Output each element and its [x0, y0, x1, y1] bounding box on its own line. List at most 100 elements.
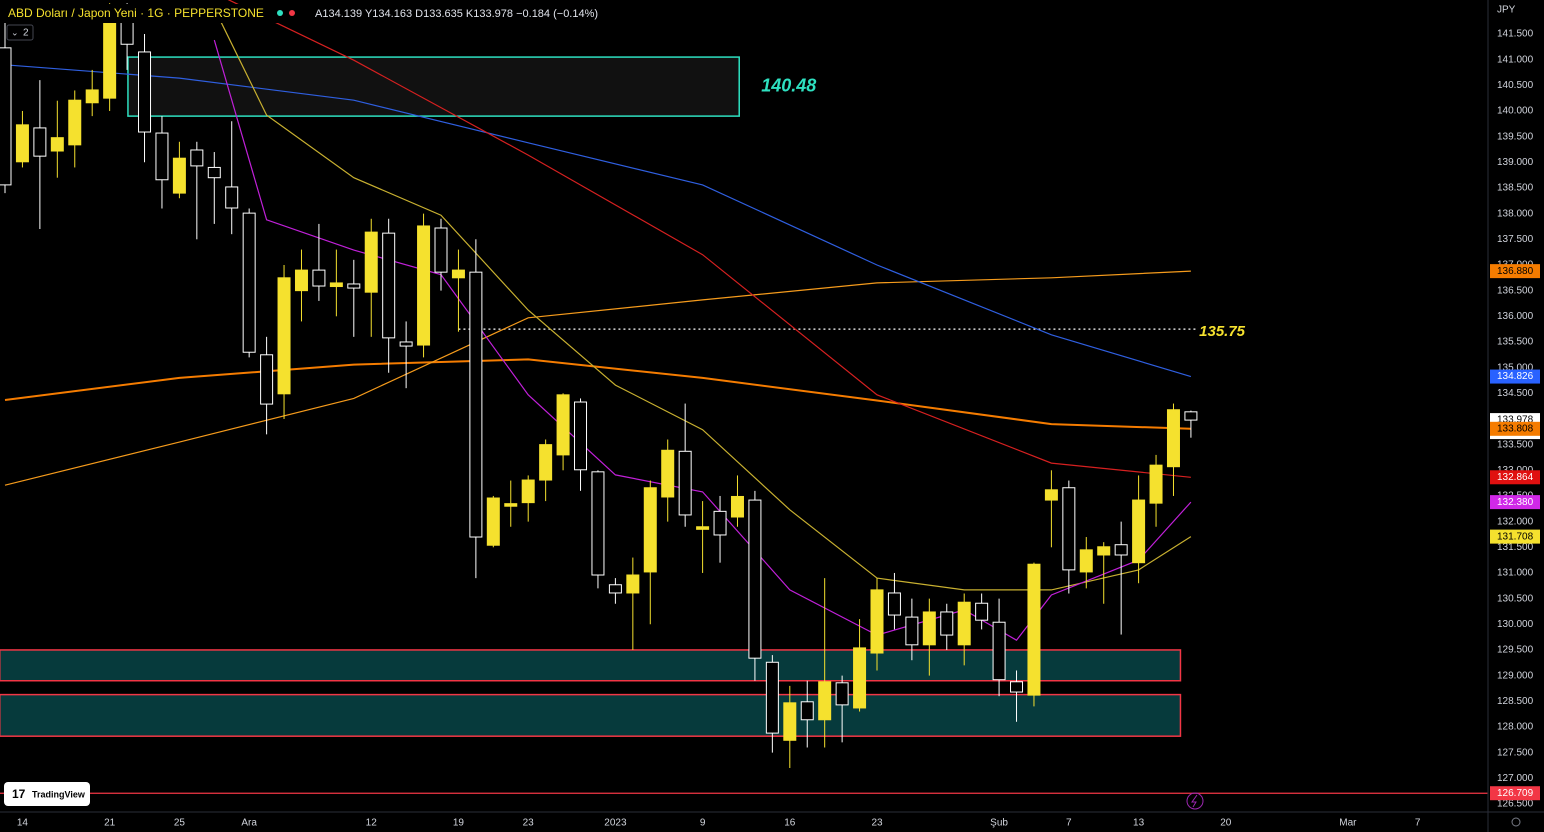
- moving-average: [4, 64, 1192, 378]
- y-tick-label: 136.000: [1497, 311, 1534, 322]
- y-tick-label: 129.000: [1497, 670, 1534, 681]
- candle-body: [870, 589, 884, 654]
- event-icon: [1191, 794, 1198, 808]
- candle-body: [1184, 411, 1198, 421]
- legend-item: A134.139: [315, 8, 362, 20]
- header: ABD Doları / Japon Yeni · 1G · PEPPERSTO…: [2, 4, 1516, 41]
- candle-body: [591, 471, 605, 576]
- logo-text: TradingView: [32, 789, 86, 799]
- settings-icon[interactable]: [1511, 817, 1521, 827]
- candle-body: [835, 682, 849, 706]
- y-tick-label: 127.000: [1497, 773, 1534, 784]
- candle-body: [138, 51, 152, 133]
- zone: [0, 693, 1182, 737]
- candle-body: [15, 124, 29, 163]
- y-tick-label: 139.000: [1497, 157, 1534, 168]
- candle-body: [172, 157, 186, 194]
- x-tick-label: Şub: [990, 818, 1008, 829]
- y-tick-label: 138.000: [1497, 208, 1534, 219]
- y-tick-label: 126.500: [1497, 799, 1534, 810]
- candle-body: [85, 89, 99, 104]
- price-label: 133.808: [1497, 423, 1534, 434]
- candle-body: [50, 137, 64, 152]
- toggle[interactable]: [277, 10, 283, 16]
- y-tick-label: 127.500: [1497, 747, 1534, 758]
- x-tick-label: 23: [871, 818, 883, 829]
- chevron: ⌄: [11, 27, 19, 37]
- y-tick-label: 131.500: [1497, 542, 1534, 553]
- candle-body: [574, 401, 588, 471]
- x-tick-label: 25: [174, 818, 186, 829]
- x-tick-label: 16: [784, 818, 796, 829]
- candle-body: [504, 503, 518, 507]
- candle-body: [155, 132, 169, 181]
- y-tick-label: 141.000: [1497, 54, 1534, 65]
- candle-body: [1149, 464, 1163, 504]
- candle-body: [608, 584, 622, 594]
- y-tick-label: 137.500: [1497, 234, 1534, 245]
- y-tick-label: 135.500: [1497, 337, 1534, 348]
- candle-body: [1166, 409, 1180, 468]
- candle-body: [294, 269, 308, 292]
- candle-body: [277, 277, 291, 395]
- y-tick-label: 139.500: [1497, 131, 1534, 142]
- symbol: ABD Doları / Japon Yeni · 1G · PEPPERSTO…: [8, 6, 264, 20]
- candle-body: [190, 149, 204, 167]
- candle-body: [0, 47, 12, 186]
- x-tick-label: 7: [1066, 818, 1072, 829]
- header-bg: [2, 4, 512, 23]
- price-label: 136.880: [1497, 266, 1534, 277]
- y-tick-label: 129.500: [1497, 645, 1534, 656]
- candle-body: [1010, 681, 1024, 693]
- y-tick-label: 141.500: [1497, 29, 1534, 40]
- event-icon[interactable]: [1186, 792, 1204, 810]
- candle-body: [1132, 499, 1146, 564]
- indicator-badge[interactable]: [6, 24, 34, 41]
- x-tick-label: 2023: [604, 818, 627, 829]
- candle-body: [713, 510, 727, 536]
- candle-body: [382, 232, 396, 339]
- y-tick-label: 136.500: [1497, 285, 1534, 296]
- candle-body: [1097, 546, 1111, 556]
- candle-body: [539, 444, 553, 481]
- ohlc-legend: A134.139 Y134.163 D133.635 K133.978 −0.1…: [315, 8, 598, 20]
- price-label: 134.826: [1497, 371, 1534, 382]
- candle-body: [242, 212, 256, 353]
- y-tick-label: 128.000: [1497, 722, 1534, 733]
- logo-bg: [4, 782, 90, 806]
- indicator-count: 2: [23, 28, 29, 39]
- legend-item: K133.978: [466, 8, 513, 20]
- price-label-bg: [1490, 529, 1540, 544]
- candle-body: [207, 166, 221, 179]
- candle-body: [992, 621, 1006, 681]
- currency[interactable]: JPY: [1497, 5, 1516, 16]
- y-tick-label: 132.000: [1497, 516, 1534, 527]
- candle-body: [103, 19, 117, 99]
- zone: [0, 649, 1182, 682]
- candle-body: [800, 701, 814, 721]
- candle-body: [696, 526, 710, 530]
- candle-body: [417, 225, 431, 346]
- zone-label: 140.48: [761, 75, 816, 95]
- candle-body: [1044, 489, 1058, 501]
- price-label-bg: [1490, 369, 1540, 384]
- candle-body: [853, 647, 867, 709]
- price-label: 126.709: [1497, 788, 1534, 799]
- moving-average: [4, 270, 1191, 486]
- x-tick-label: Mar: [1339, 818, 1357, 829]
- legend-item: −0.184 (−0.14%): [516, 8, 598, 20]
- y-tick-label: 131.000: [1497, 568, 1534, 579]
- candle-body: [678, 450, 692, 516]
- logo-mark: 17: [12, 787, 26, 801]
- price-label-bg: [1490, 421, 1540, 436]
- candle-body: [486, 497, 500, 546]
- candle-body: [626, 574, 640, 594]
- toggle[interactable]: [289, 10, 295, 16]
- x-tick-label: Ara: [241, 818, 257, 829]
- candle-body: [451, 269, 465, 279]
- candle-body: [434, 227, 448, 273]
- y-tick-label: 135.000: [1497, 362, 1534, 373]
- candle-body: [730, 495, 744, 518]
